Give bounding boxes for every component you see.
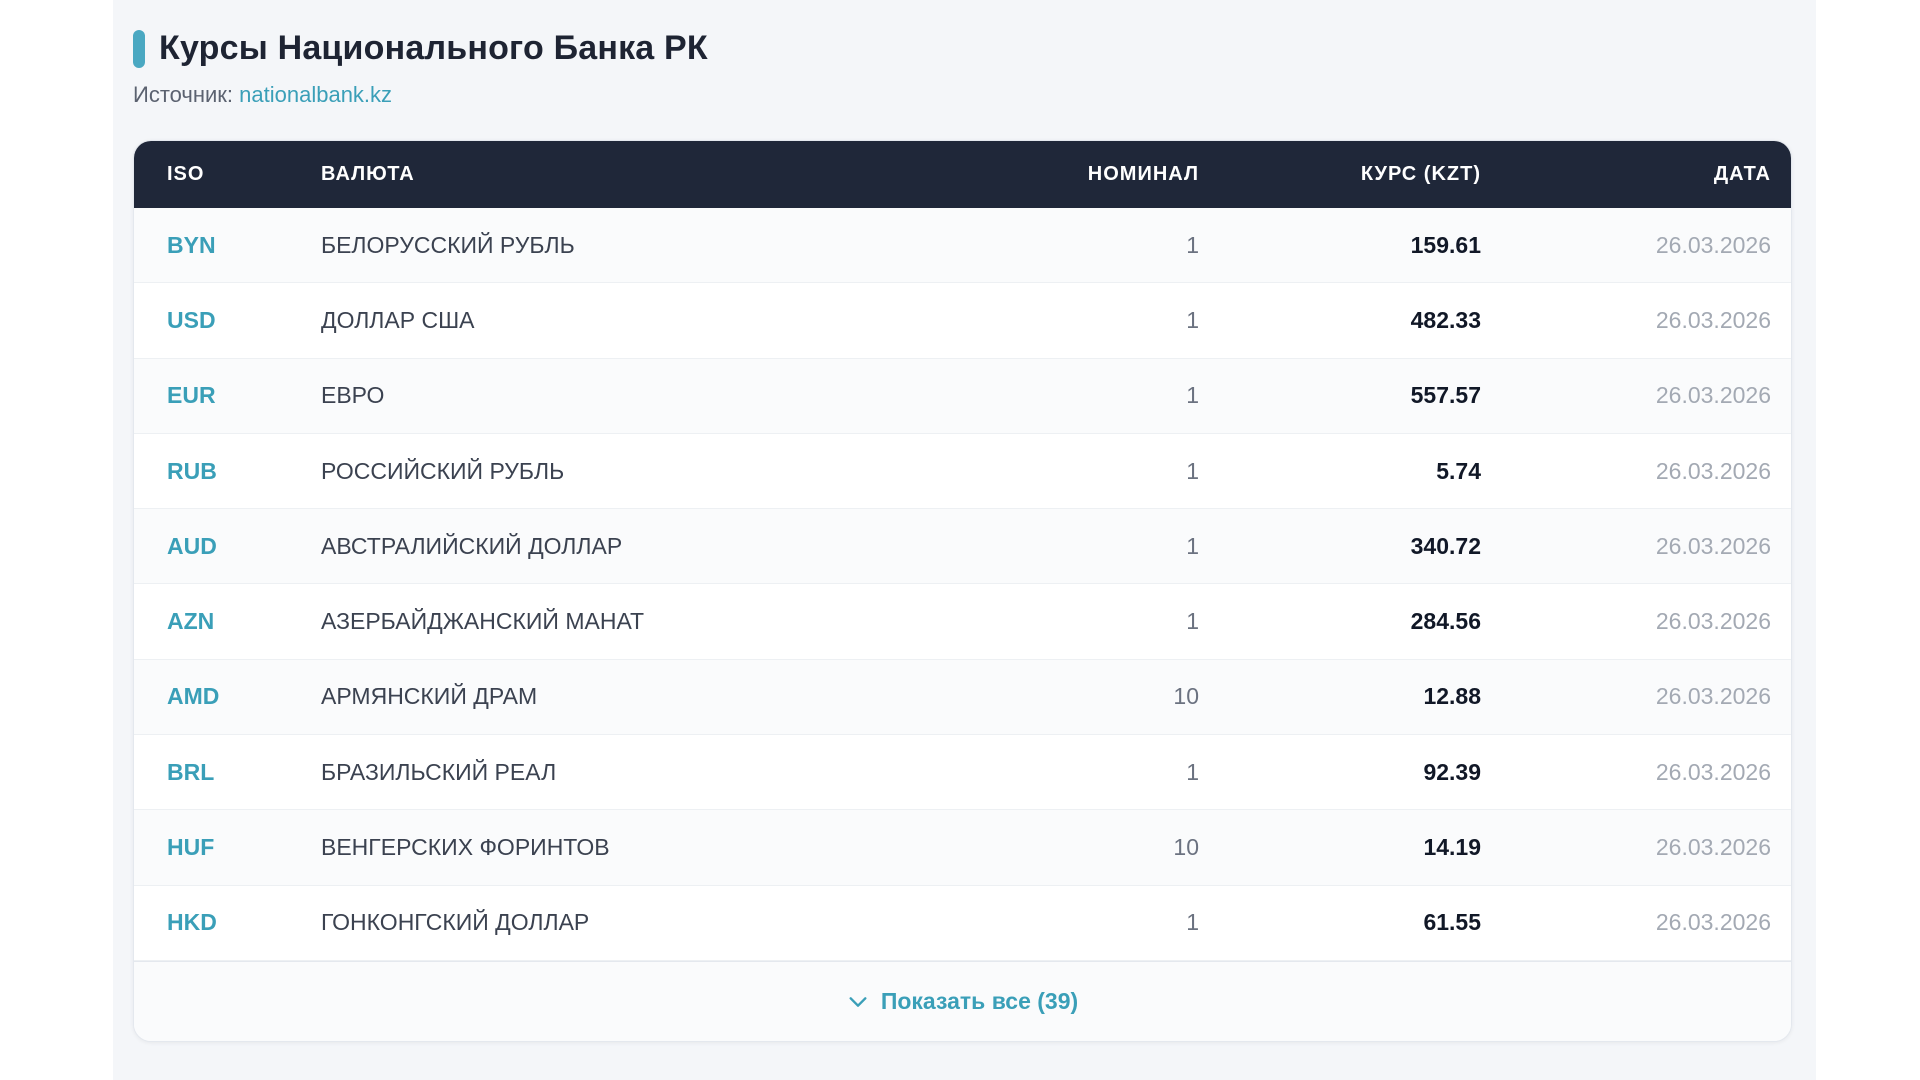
nominal-value: 1 [1186, 909, 1199, 936]
rate-date: 26.03.2026 [1655, 306, 1771, 333]
page-title: Курсы Национального Банка РК [159, 29, 708, 67]
currency-name: РОССИЙСКИЙ РУБЛЬ [321, 457, 565, 484]
table-row: AZN АЗЕРБАЙДЖАНСКИЙ МАНАТ 1 284.56 26.03… [134, 584, 1791, 660]
table-row: EUR ЕВРО 1 557.57 26.03.2026 [134, 358, 1791, 434]
rate-date: 26.03.2026 [1655, 834, 1771, 861]
rate-value: 61.55 [1423, 909, 1481, 936]
rate-date: 26.03.2026 [1655, 457, 1771, 484]
title-accent-bar [133, 29, 145, 68]
rate-value: 340.72 [1410, 532, 1481, 559]
chevron-down-icon [849, 996, 867, 1007]
table-row: BYN БЕЛОРУССКИЙ РУБЛЬ 1 159.61 26.03.202… [134, 208, 1791, 284]
column-header-iso: ISO [167, 163, 205, 185]
source-link[interactable]: nationalbank.kz [239, 82, 393, 107]
rates-table: ISO ВАЛЮТА НОМИНАЛ КУРС (KZT) ДАТА BYN Б… [133, 140, 1792, 1042]
nominal-value: 1 [1186, 231, 1199, 258]
iso-code[interactable]: HUF [167, 834, 215, 861]
table-row: AUD АВСТРАЛИЙСКИЙ ДОЛЛАР 1 340.72 26.03.… [134, 509, 1791, 585]
iso-code[interactable]: USD [167, 306, 216, 333]
currency-name: АВСТРАЛИЙСКИЙ ДОЛЛАР [321, 532, 623, 559]
table-footer: Показать все (39) [134, 961, 1791, 1041]
rate-date: 26.03.2026 [1655, 608, 1771, 635]
table-row: HUF ВЕНГЕРСКИХ ФОРИНТОВ 10 14.19 26.03.2… [134, 810, 1791, 886]
iso-code[interactable]: BRL [167, 758, 215, 785]
rate-value: 557.57 [1410, 382, 1481, 409]
iso-code[interactable]: RUB [167, 457, 217, 484]
iso-code[interactable]: EUR [167, 382, 216, 409]
source-label: Источник: [133, 82, 234, 107]
iso-code[interactable]: HKD [167, 909, 217, 936]
rate-value: 14.19 [1423, 834, 1481, 861]
rate-date: 26.03.2026 [1655, 231, 1771, 258]
column-header-rate: КУРС (KZT) [1360, 163, 1481, 185]
currency-name: ЕВРО [321, 382, 385, 409]
rate-value: 92.39 [1423, 758, 1481, 785]
table-body: BYN БЕЛОРУССКИЙ РУБЛЬ 1 159.61 26.03.202… [134, 208, 1791, 961]
section-header: Курсы Национального Банка РК [133, 29, 708, 68]
rate-value: 12.88 [1423, 683, 1481, 710]
show-all-button[interactable]: Показать все (39) [847, 988, 1078, 1015]
iso-code[interactable]: AMD [167, 683, 220, 710]
rate-date: 26.03.2026 [1655, 382, 1771, 409]
source-line: Источник: nationalbank.kz [133, 82, 392, 108]
column-header-nominal: НОМИНАЛ [1087, 163, 1199, 185]
table-row: RUB РОССИЙСКИЙ РУБЛЬ 1 5.74 26.03.2026 [134, 434, 1791, 510]
currency-name: БРАЗИЛЬСКИЙ РЕАЛ [321, 758, 557, 785]
iso-code[interactable]: AUD [167, 532, 217, 559]
currency-name: ГОНКОНГСКИЙ ДОЛЛАР [321, 909, 590, 936]
rate-date: 26.03.2026 [1655, 909, 1771, 936]
table-row: AMD АРМЯНСКИЙ ДРАМ 10 12.88 26.03.2026 [134, 659, 1791, 736]
rate-date: 26.03.2026 [1655, 683, 1771, 710]
nominal-value: 1 [1186, 306, 1199, 333]
currency-name: АРМЯНСКИЙ ДРАМ [321, 683, 538, 710]
rate-date: 26.03.2026 [1655, 758, 1771, 785]
rate-value: 284.56 [1410, 608, 1481, 635]
rate-value: 482.33 [1410, 306, 1481, 333]
nominal-value: 1 [1186, 758, 1199, 785]
nominal-value: 1 [1186, 457, 1199, 484]
currency-name: ДОЛЛАР США [321, 306, 475, 333]
currency-name: БЕЛОРУССКИЙ РУБЛЬ [321, 231, 575, 258]
column-header-currency: ВАЛЮТА [321, 163, 415, 185]
table-row: HKD ГОНКОНГСКИЙ ДОЛЛАР 1 61.55 26.03.202… [134, 886, 1791, 961]
rate-value: 159.61 [1410, 231, 1481, 258]
table-row: USD ДОЛЛАР США 1 482.33 26.03.2026 [134, 283, 1791, 359]
rate-date: 26.03.2026 [1655, 532, 1771, 559]
table-row: BRL БРАЗИЛЬСКИЙ РЕАЛ 1 92.39 26.03.2026 [134, 735, 1791, 811]
nominal-value: 1 [1186, 382, 1199, 409]
nominal-value: 1 [1186, 608, 1199, 635]
show-all-label: Показать все (39) [880, 988, 1079, 1014]
nominal-value: 1 [1186, 532, 1199, 559]
currency-name: АЗЕРБАЙДЖАНСКИЙ МАНАТ [321, 608, 645, 635]
currency-name: ВЕНГЕРСКИХ ФОРИНТОВ [321, 834, 610, 861]
nominal-value: 10 [1173, 834, 1199, 861]
column-header-date: ДАТА [1713, 163, 1771, 185]
iso-code[interactable]: BYN [167, 231, 216, 258]
table-header: ISO ВАЛЮТА НОМИНАЛ КУРС (KZT) ДАТА [134, 141, 1791, 208]
iso-code[interactable]: AZN [167, 608, 215, 635]
nominal-value: 10 [1173, 683, 1199, 710]
rate-value: 5.74 [1436, 457, 1481, 484]
